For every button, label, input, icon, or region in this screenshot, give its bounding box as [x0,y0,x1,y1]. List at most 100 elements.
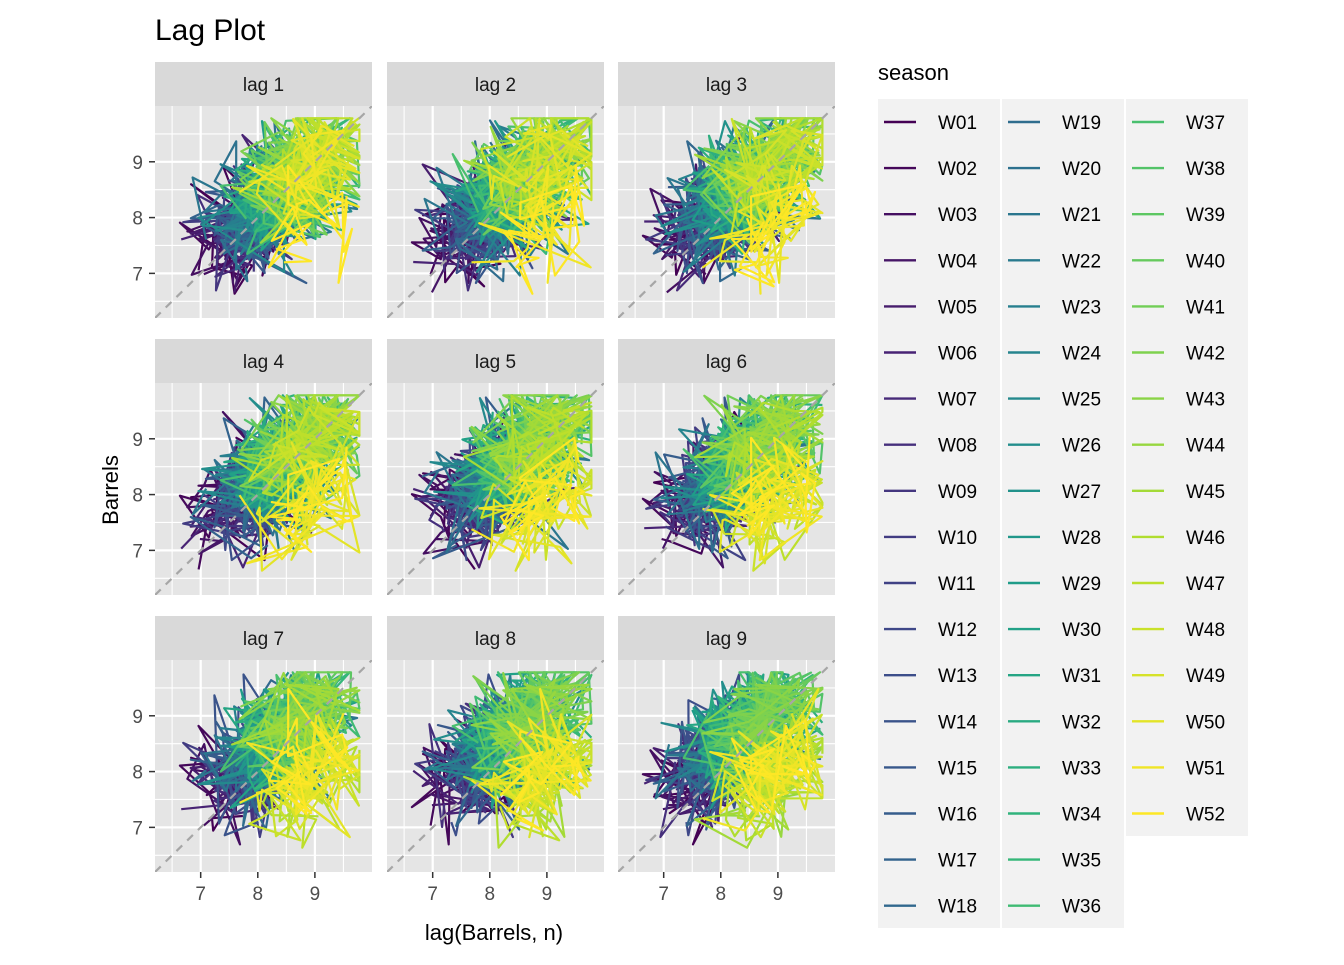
legend-label: W29 [1062,574,1101,595]
legend-item-W02: W02 [884,159,977,180]
legend-item-W11: W11 [884,574,976,595]
x-tick-label: 7 [195,884,206,905]
series-line-W50 [487,124,593,208]
facet-panel: lag 2 [387,62,604,318]
legend-label: W04 [938,251,978,272]
series-line-W52 [730,719,817,814]
series-line-W45 [463,394,593,497]
legend-label: W07 [938,390,977,411]
facet-strip [618,62,835,106]
series-line-W51 [471,164,592,284]
legend-item-W13: W13 [884,666,977,687]
series-line-W50 [718,446,824,553]
facet-panel: lag 3 [618,62,835,318]
legend-label: W45 [1186,482,1225,503]
legend-label: W34 [1062,805,1102,826]
x-tick-label: 7 [427,884,438,905]
series-line-W51 [238,124,360,208]
legend-item-W51: W51 [1132,758,1225,779]
legend-label: W32 [1062,712,1101,733]
legend-label: W52 [1186,805,1225,826]
legend-item-W27: W27 [1008,482,1101,503]
reference-line [618,106,835,318]
legend-label: W27 [1062,482,1101,503]
legend-label: W26 [1062,436,1101,457]
legend-label: W09 [938,482,977,503]
legend-label: W12 [938,620,977,641]
x-tick-label: 7 [658,884,669,905]
facet-strip [155,62,372,106]
legend-item-W04: W04 [884,251,978,272]
legend-label: W35 [1062,851,1101,872]
facet-strip-label: lag 3 [706,75,747,96]
legend-item-W34: W34 [1008,805,1102,826]
facet-panels: lag 1 7 8 9 lag 2 lag 3 lag 4 7 8 9 lag 5 lag 6 lag … [132,62,835,905]
series-line-W52 [267,446,354,553]
series-line-W52 [267,164,354,284]
legend-label: W23 [1062,297,1101,318]
facet-panel: lag 8 7 8 9 [387,616,604,905]
legend-label: W13 [938,666,977,687]
facet-strip [155,616,372,660]
legend-label: W17 [938,851,977,872]
legend-item-W26: W26 [1008,436,1101,457]
legend-label: W05 [938,297,977,318]
legend-item-W23: W23 [1008,297,1101,318]
chart-title: Lag Plot [155,14,266,47]
series-line-W49 [492,441,593,572]
legend-item-W39: W39 [1132,205,1225,226]
reference-line [387,383,604,595]
legend-label: W28 [1062,528,1101,549]
facet-strip-label: lag 5 [475,352,516,373]
legend-item-W12: W12 [884,620,977,641]
series-line-W52 [730,436,817,539]
legend-item-W32: W32 [1008,712,1101,733]
series-lines [641,117,824,295]
legend-item-W06: W06 [884,344,977,365]
legend-item-W50: W50 [1132,712,1225,733]
legend-label: W43 [1186,390,1225,411]
legend-item-W44: W44 [1132,436,1226,457]
x-tick-label: 8 [253,884,264,905]
legend-item-W29: W29 [1008,574,1101,595]
legend-label: W14 [938,712,978,733]
facet-strip [387,339,604,383]
series-line-W52 [499,730,586,832]
legend: season W01 W02 W03 W04 W05 W06 W07 W08 W09 W10 W11… [878,60,1248,928]
legend-label: W44 [1186,436,1226,457]
series-line-W45 [693,117,824,227]
reference-line [618,383,835,595]
legend-label: W41 [1186,297,1225,318]
legend-item-W08: W08 [884,436,977,457]
legend-label: W31 [1062,666,1101,687]
y-tick-label: 8 [132,486,143,507]
series-lines [410,671,593,849]
legend-item-W21: W21 [1008,205,1101,226]
series-line-W46 [493,394,593,514]
legend-column-background [1126,99,1248,836]
y-tick-label: 7 [132,541,143,562]
series-line-W50 [718,164,824,284]
legend-item-W30: W30 [1008,620,1101,641]
legend-label: W06 [938,344,977,365]
series-lines [410,117,593,295]
legend-item-W20: W20 [1008,159,1101,180]
series-line-W52 [499,164,586,295]
facet-strip [155,339,372,383]
legend-item-W10: W10 [884,528,977,549]
legend-label: W18 [938,897,977,918]
legend-label: W08 [938,436,977,457]
legend-label: W48 [1186,620,1225,641]
legend-label: W16 [938,805,977,826]
legend-item-W17: W17 [884,851,977,872]
legend-label: W38 [1186,159,1225,180]
facet-strip [387,616,604,660]
legend-item-W05: W05 [884,297,977,318]
reference-line [155,106,372,318]
legend-item-W19: W19 [1008,113,1101,134]
legend-item-W24: W24 [1008,344,1102,365]
y-tick-label: 8 [132,209,143,230]
series-lines [178,117,361,295]
series-line-W48 [711,117,824,236]
